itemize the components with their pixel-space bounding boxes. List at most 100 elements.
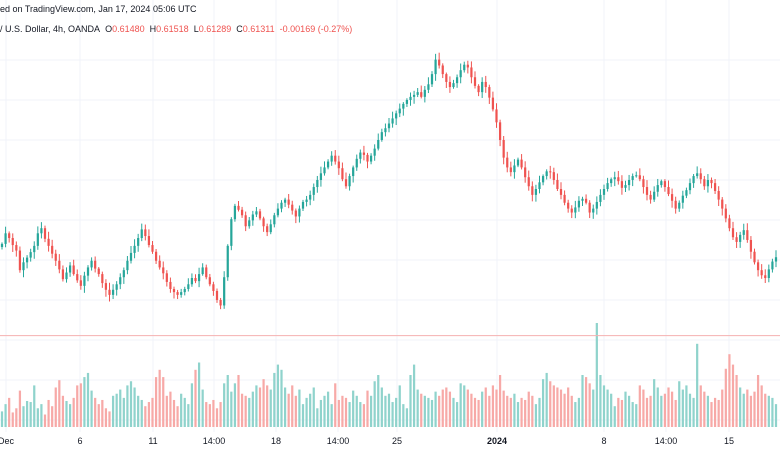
volume-bar — [552, 385, 555, 427]
publish-text: ed on TradingView.com, Jan 17, 2024 05:0… — [0, 4, 197, 14]
volume-bar — [617, 397, 620, 427]
candle-body — [330, 155, 333, 162]
candle — [742, 223, 745, 240]
candle — [509, 161, 512, 177]
candle — [534, 184, 538, 202]
candle-body — [126, 260, 129, 271]
candle-body — [15, 245, 18, 251]
volume-bar — [524, 399, 527, 427]
candle-body — [581, 198, 584, 201]
candle — [513, 159, 516, 179]
candle-body — [97, 268, 100, 275]
volume-bar — [627, 395, 631, 427]
candle — [362, 145, 366, 161]
volume-bar — [520, 397, 523, 427]
volume-bar — [498, 375, 502, 427]
candle-body — [337, 161, 340, 169]
volume-bar — [169, 391, 172, 427]
candle-body — [409, 96, 412, 100]
volume-bar — [735, 375, 738, 427]
volume-bar — [713, 397, 717, 427]
volume-bar — [477, 399, 480, 427]
candle-body — [355, 158, 358, 168]
candle-body — [645, 187, 649, 195]
candle-body — [434, 59, 437, 75]
candle — [348, 173, 351, 191]
candle-body — [491, 97, 495, 110]
candle-body — [706, 179, 710, 187]
candle — [359, 149, 362, 164]
volume-bar — [541, 379, 545, 427]
volume-bar — [255, 385, 258, 427]
candle — [402, 102, 405, 116]
candle-body — [223, 277, 226, 306]
candle — [545, 169, 548, 180]
candle-body — [326, 161, 330, 168]
candle — [438, 52, 441, 69]
candle-body — [366, 154, 369, 162]
candle-body — [699, 173, 702, 180]
candle — [240, 206, 244, 218]
candle — [463, 61, 466, 73]
candle — [774, 250, 778, 268]
volume-bar — [126, 385, 129, 427]
volume-bar — [362, 404, 366, 427]
candle-body — [104, 283, 108, 290]
volume-bar — [567, 387, 570, 427]
candle-body — [276, 208, 280, 216]
volume-bar — [441, 389, 444, 427]
open-value: 0.61480 — [112, 24, 145, 34]
candle-body — [72, 265, 75, 275]
candle-body — [631, 176, 634, 180]
volume-bar — [387, 393, 391, 427]
candle — [387, 118, 391, 133]
candle-body — [688, 183, 692, 191]
volume-bar — [645, 397, 649, 427]
candle — [724, 204, 727, 223]
volume-bar — [699, 385, 702, 427]
volume-bar — [599, 375, 602, 427]
candle-body — [226, 245, 229, 278]
candle — [301, 199, 305, 211]
volume-bar — [33, 385, 36, 427]
candle-body — [230, 219, 233, 246]
volume-bar — [276, 364, 280, 427]
volume-bar — [728, 354, 731, 427]
volume-bar — [660, 395, 663, 427]
volume-bar — [158, 369, 161, 427]
candle — [269, 219, 272, 235]
volume-bar — [656, 387, 659, 427]
candle — [180, 288, 183, 298]
candle — [574, 200, 577, 219]
x-tick-label: 6 — [77, 436, 82, 446]
volume-bar — [685, 385, 688, 427]
volume-bar — [452, 397, 455, 427]
candle-body — [524, 167, 527, 178]
volume-bar — [355, 395, 358, 427]
candle-body — [534, 189, 538, 195]
x-tick-label: 11 — [148, 436, 157, 446]
candle — [294, 208, 297, 224]
candle — [674, 196, 677, 214]
candle-body — [115, 284, 118, 290]
candle-body — [341, 168, 344, 180]
candle — [488, 84, 491, 104]
volume-bar — [549, 381, 552, 427]
candle-body — [301, 201, 305, 209]
candle — [373, 144, 376, 161]
candle-body — [395, 113, 398, 119]
volume-bar — [154, 377, 158, 427]
candle-body — [423, 89, 426, 97]
candle-body — [305, 199, 308, 202]
volume-bar — [251, 391, 254, 427]
candle-body — [29, 252, 32, 258]
candle-body — [495, 109, 498, 123]
volume-bar — [502, 390, 505, 427]
candle — [119, 273, 122, 290]
candle — [502, 135, 505, 165]
volume-bar — [183, 397, 186, 427]
candle-body — [172, 288, 176, 293]
volume-bar — [165, 395, 168, 427]
